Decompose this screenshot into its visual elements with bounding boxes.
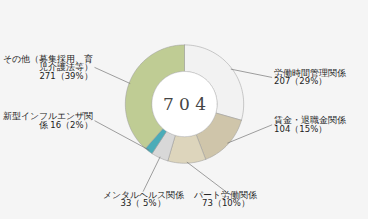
- svg-text:その他（募集採用、育児介護法等）271（39%）: その他（募集採用、育児介護法等）271（39%）: [3, 54, 93, 81]
- svg-text:7 0 4: 7 0 4: [163, 94, 206, 114]
- svg-text:労働時間管理関係207（29%）: 労働時間管理関係207（29%）: [274, 68, 346, 87]
- svg-text:パート労働関係73（10%）: パート労働関係73（10%）: [193, 190, 257, 209]
- svg-text:新型インフルエンザ関係 16（2%）: 新型インフルエンザ関係 16（2%）: [3, 111, 93, 130]
- svg-text:賃金・退職金関係104（15%）: 賃金・退職金関係104（15%）: [274, 115, 346, 133]
- svg-text:メンタルヘルス関係33（ 5%）: メンタルヘルス関係33（ 5%）: [103, 190, 184, 209]
